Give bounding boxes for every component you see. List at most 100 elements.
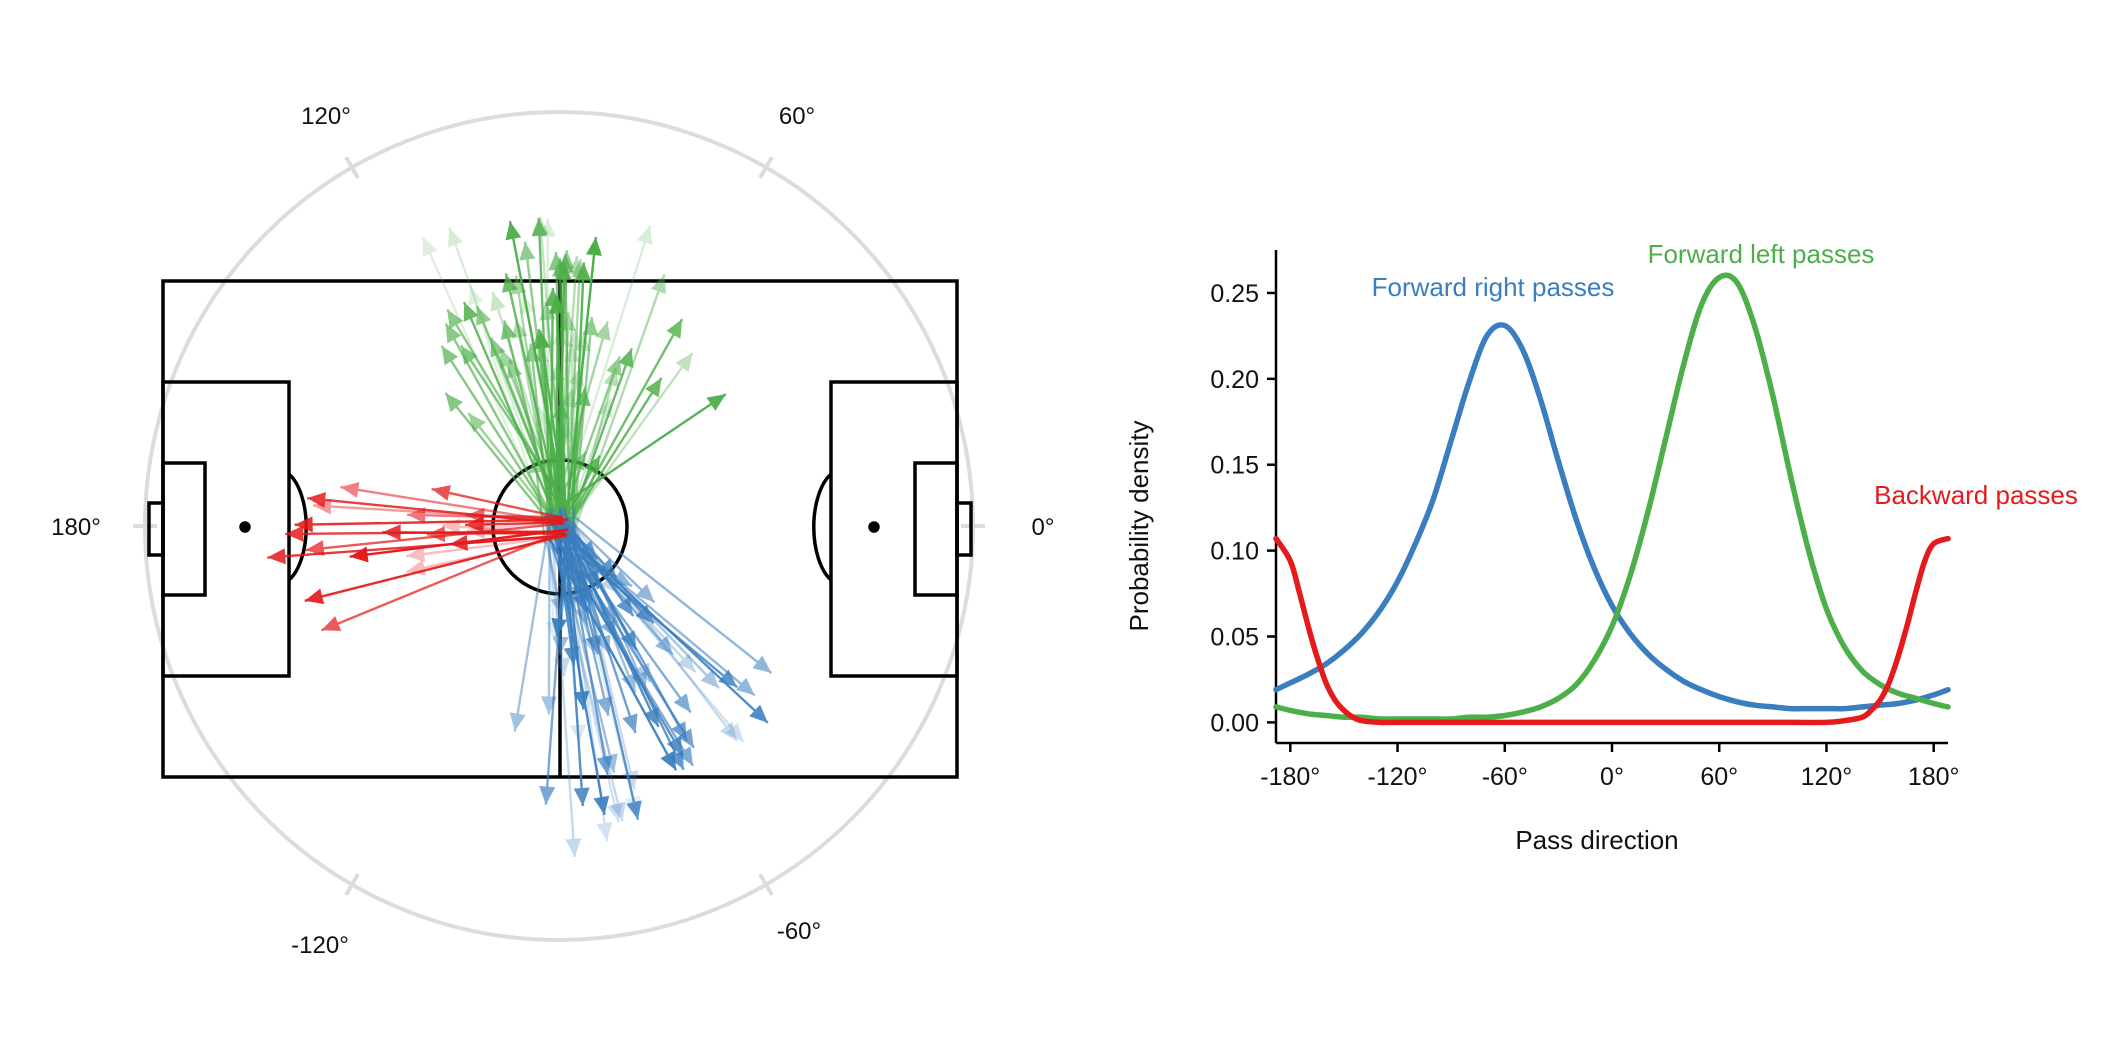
left-penalty-spot <box>239 521 251 533</box>
pass-arrow <box>431 485 563 520</box>
pass-arrow <box>566 398 613 520</box>
pass-arrow <box>539 218 556 518</box>
x-tick-label: -180° <box>1260 763 1320 791</box>
left-goal <box>147 501 165 557</box>
left-penalty-box <box>161 380 291 678</box>
compass-label-0: 0° <box>1032 514 1055 541</box>
compass-label-60: 60° <box>779 103 815 130</box>
x-tick-label: 180° <box>1908 763 1960 791</box>
pass-arrow <box>509 511 552 732</box>
pass-arrow <box>544 287 561 519</box>
y-tick-label: 0.00 <box>1210 709 1259 737</box>
x-tick-label: 0° <box>1600 763 1624 791</box>
y-tick-label: 0.15 <box>1210 452 1259 480</box>
pass-arrow <box>406 535 566 562</box>
pass-arrow <box>565 377 663 529</box>
compass-tick <box>344 156 360 179</box>
pass-arrow <box>449 534 568 551</box>
x-axis-title: Pass direction <box>1515 825 1678 855</box>
pass-arrow <box>552 258 569 541</box>
pass-arrow <box>548 507 618 773</box>
y-axis-title: Probability density <box>1124 421 1154 632</box>
compass-tick <box>344 873 360 896</box>
series-lines <box>1273 272 1951 726</box>
pass-arrow <box>294 516 569 533</box>
pass-arrow <box>447 227 552 509</box>
right-penalty-box <box>829 380 959 678</box>
pass-arrow <box>305 522 565 557</box>
pass-arrow <box>573 523 738 742</box>
pass-arrow <box>566 522 635 617</box>
right-goal <box>955 501 973 557</box>
pass-arrow <box>550 514 620 595</box>
compass-ticks <box>133 156 985 896</box>
pass-arrow <box>468 285 550 533</box>
pass-arrow <box>490 291 571 535</box>
right-penalty-spot <box>868 521 880 533</box>
pass-arrow <box>571 524 639 790</box>
y-axis-ticks: 0.00 0.05 0.10 0.15 0.20 0.25 <box>1210 280 1276 737</box>
density-chart: 0.00 0.05 0.10 0.15 0.20 0.25 -180° -120° -60° 0… <box>1124 239 2078 855</box>
compass-label-minus120: -120° <box>291 932 349 959</box>
pass-arrow <box>566 352 694 528</box>
pass-arrow <box>313 498 567 522</box>
pass-arrow <box>440 345 552 518</box>
y-tick-label: 0.10 <box>1210 538 1259 566</box>
pass-arrows <box>267 216 773 857</box>
right-six-yard-box <box>913 461 959 597</box>
backward-density-line <box>1273 535 1951 726</box>
compass-tick <box>758 873 774 896</box>
pass-arrow <box>566 533 641 816</box>
pass-arrow <box>545 527 562 640</box>
forward-right-density-line <box>1273 322 1951 712</box>
x-tick-label: 60° <box>1700 763 1738 791</box>
pass-arrow <box>557 318 684 542</box>
pass-arrow <box>544 511 695 749</box>
x-axis-ticks: -180° -120° -60° 0° 60° 120° 180° <box>1260 743 1960 791</box>
x-tick-label: -120° <box>1368 763 1428 791</box>
pass-arrow <box>571 316 599 530</box>
pass-arrow <box>564 519 588 595</box>
pass-arrow <box>547 450 588 517</box>
pass-arrow <box>573 274 666 530</box>
pass-arrow <box>564 529 685 771</box>
pass-arrow <box>551 542 582 857</box>
x-tick-label: -60° <box>1482 763 1528 791</box>
pass-arrow <box>540 526 557 715</box>
pass-arrow <box>544 515 626 822</box>
compass-label-180: 180° <box>51 514 101 541</box>
right-penalty-arc <box>812 472 833 582</box>
pass-arrow <box>321 528 568 632</box>
pitch-panel: 120° 60° 180° 0° -120° -60° <box>51 103 1054 959</box>
compass-labels: 120° 60° 180° 0° -120° -60° <box>51 103 1054 959</box>
y-tick-label: 0.25 <box>1210 280 1259 308</box>
pass-arrow <box>547 535 678 771</box>
series-label-backward: Backward passes <box>1874 480 2078 510</box>
pass-arrow <box>573 516 773 674</box>
compass-tick <box>758 156 774 179</box>
y-tick-label: 0.20 <box>1210 366 1259 394</box>
pass-arrow <box>510 275 557 547</box>
y-tick-label: 0.05 <box>1210 623 1259 651</box>
compass-label-minus60: -60° <box>777 918 821 945</box>
pass-arrow <box>544 514 590 601</box>
pass-arrow <box>567 517 652 683</box>
x-tick-label: 120° <box>1801 763 1853 791</box>
pass-arrow <box>551 532 597 655</box>
pass-arrow <box>553 522 769 724</box>
pass-arrow <box>426 526 562 543</box>
pass-arrow <box>560 511 656 604</box>
pass-arrow <box>553 532 610 816</box>
pass-arrow <box>556 356 622 533</box>
forward-left-density-line <box>1273 272 1951 722</box>
left-six-yard-box <box>161 461 207 597</box>
pass-arrow <box>556 225 653 520</box>
compass-label-120: 120° <box>301 103 351 130</box>
pass-arrow <box>557 510 586 743</box>
pass-arrow <box>444 392 548 520</box>
pass-arrow <box>466 523 565 540</box>
pass-arrow <box>460 344 573 515</box>
series-label-forward-left: Forward left passes <box>1648 239 1875 269</box>
pass-arrow <box>421 236 550 520</box>
